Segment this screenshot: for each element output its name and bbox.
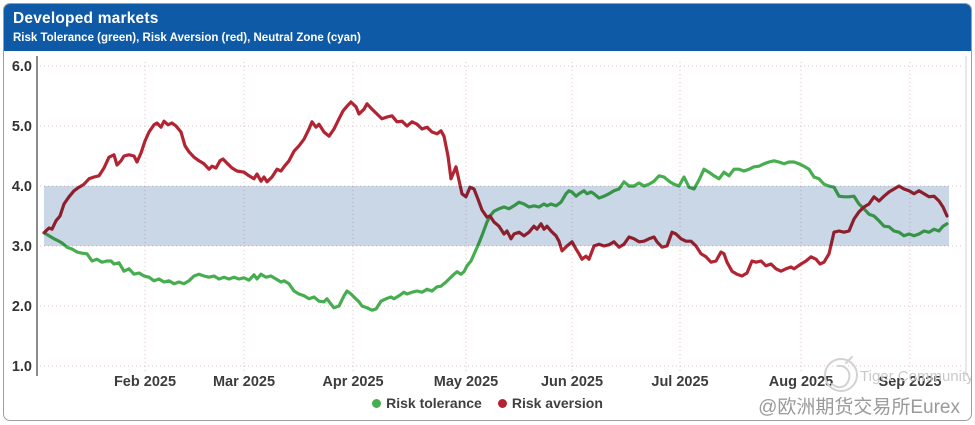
legend-label-risk-tolerance: Risk tolerance [386, 395, 482, 411]
y-tick-label: 4.0 [12, 179, 32, 195]
legend-label-risk-aversion: Risk aversion [511, 395, 603, 411]
watermark-handle-text: @欧洲期货交易所Eurex [758, 396, 960, 418]
x-tick-label: Jul 2025 [651, 374, 708, 390]
y-tick-label: 3.0 [12, 239, 32, 255]
legend: Risk tolerance Risk aversion [4, 393, 971, 413]
watermark-community-text: Tiger Community [860, 368, 972, 385]
x-tick-label: May 2025 [434, 374, 499, 390]
x-tick-label: Apr 2025 [322, 374, 383, 390]
y-tick-label: 6.0 [12, 59, 32, 75]
y-tick-label: 2.0 [12, 299, 32, 315]
y-tick-label: 5.0 [12, 119, 32, 135]
y-tick-label: 1.0 [12, 359, 32, 375]
x-tick-label: Jun 2025 [541, 374, 603, 390]
y-axis-labels: 6.0 5.0 4.0 3.0 2.0 1.0 [12, 59, 32, 375]
x-tick-label: Sep 2025 [879, 374, 942, 390]
legend-dot-risk-aversion [497, 398, 507, 408]
x-tick-label: Aug 2025 [769, 374, 833, 390]
chart-subtitle: Risk Tolerance (green), Risk Aversion (r… [13, 32, 361, 44]
legend-item-risk-tolerance: Risk tolerance [372, 395, 482, 411]
page-title: Developed markets [13, 10, 159, 27]
neutral-zone-band [44, 186, 949, 246]
tiger-logo-icon [824, 358, 858, 392]
chart-card: 6.0 5.0 4.0 3.0 2.0 1.0 Feb 2025 Mar 2025 Apr 20… [3, 3, 972, 421]
tiger-logo-glyph [831, 356, 853, 389]
x-tick-label: Feb 2025 [114, 374, 176, 390]
x-axis-labels: Feb 2025 Mar 2025 Apr 2025 May 2025 Jun 2025… [114, 374, 941, 390]
chart-canvas: 6.0 5.0 4.0 3.0 2.0 1.0 Feb 2025 Mar 2025 Apr 20… [12, 56, 972, 418]
watermark: Tiger Community @欧洲期货交易所Eurex [758, 356, 972, 418]
card-header: Developed markets Risk Tolerance (green)… [4, 4, 971, 51]
legend-dot-risk-tolerance [372, 398, 382, 408]
legend-item-risk-aversion: Risk aversion [497, 395, 603, 411]
x-tick-label: Mar 2025 [213, 374, 275, 390]
